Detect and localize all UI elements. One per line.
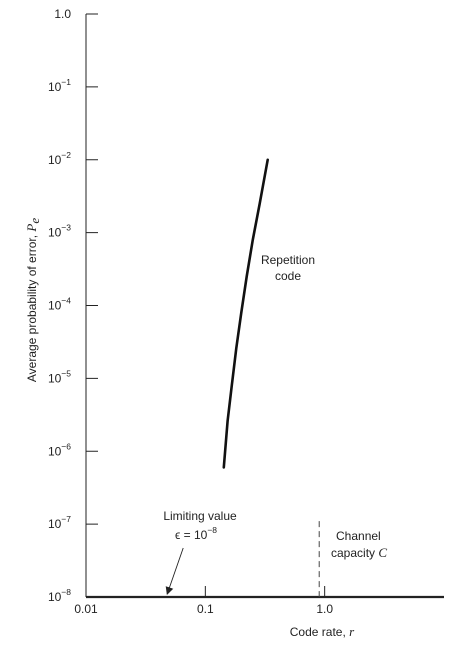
capacity-label-text: capacity	[331, 546, 375, 560]
x-ticks: 0.01 0.1 1.0	[74, 586, 333, 616]
axes	[85, 14, 444, 599]
x-tick-label-2: 1.0	[316, 602, 333, 616]
repetition-code-curve	[222, 158, 269, 469]
series-label-line1: Repetition	[261, 253, 315, 267]
limiting-value-arrow	[165, 547, 184, 595]
x-tick-label-1: 0.1	[197, 602, 214, 616]
y-tick-label-0: 1.0	[54, 7, 71, 21]
y-tick-label-2: 10−2	[48, 150, 71, 167]
capacity-label-var: C	[378, 545, 387, 560]
capacity-label-line1: Channel	[336, 529, 381, 543]
x-tick-label-0: 0.01	[74, 602, 98, 616]
y-tick-label-6: 10−6	[48, 441, 71, 458]
series-label-line2: code	[275, 269, 301, 283]
y-axis-title-text: Average probability of error,	[25, 235, 39, 382]
y-tick-label-4: 10−4	[48, 296, 71, 313]
series-points	[224, 160, 268, 468]
y-tick-label-5: 10−5	[48, 368, 71, 385]
y-ticks: 1.0 10−1 10−2 10−3 10−4 10−5 10−6 10−7 10−8	[48, 7, 98, 604]
y-tick-label-7: 10−7	[48, 514, 71, 531]
y-axis-title-sub: e	[27, 218, 42, 224]
y-tick-label-1: 10−1	[48, 77, 71, 94]
y-tick-label-8: 10−8	[48, 587, 71, 604]
x-axis-title-var: r	[349, 624, 355, 639]
limit-label-text: ϵ = 10	[175, 528, 208, 542]
limit-label-line1: Limiting value	[163, 509, 237, 523]
limit-label-line2: ϵ = 10−8	[175, 525, 217, 542]
capacity-label-line2: capacity C	[331, 545, 387, 560]
y-axis-title: Average probability of error, Pe	[24, 218, 42, 383]
x-axis-title-text: Code rate,	[290, 625, 346, 639]
x-axis-title: Code rate, r	[290, 624, 355, 639]
y-tick-label-3: 10−3	[48, 223, 71, 240]
y-axis-title-var: P	[24, 224, 39, 233]
limit-label-exp: −8	[207, 525, 217, 535]
